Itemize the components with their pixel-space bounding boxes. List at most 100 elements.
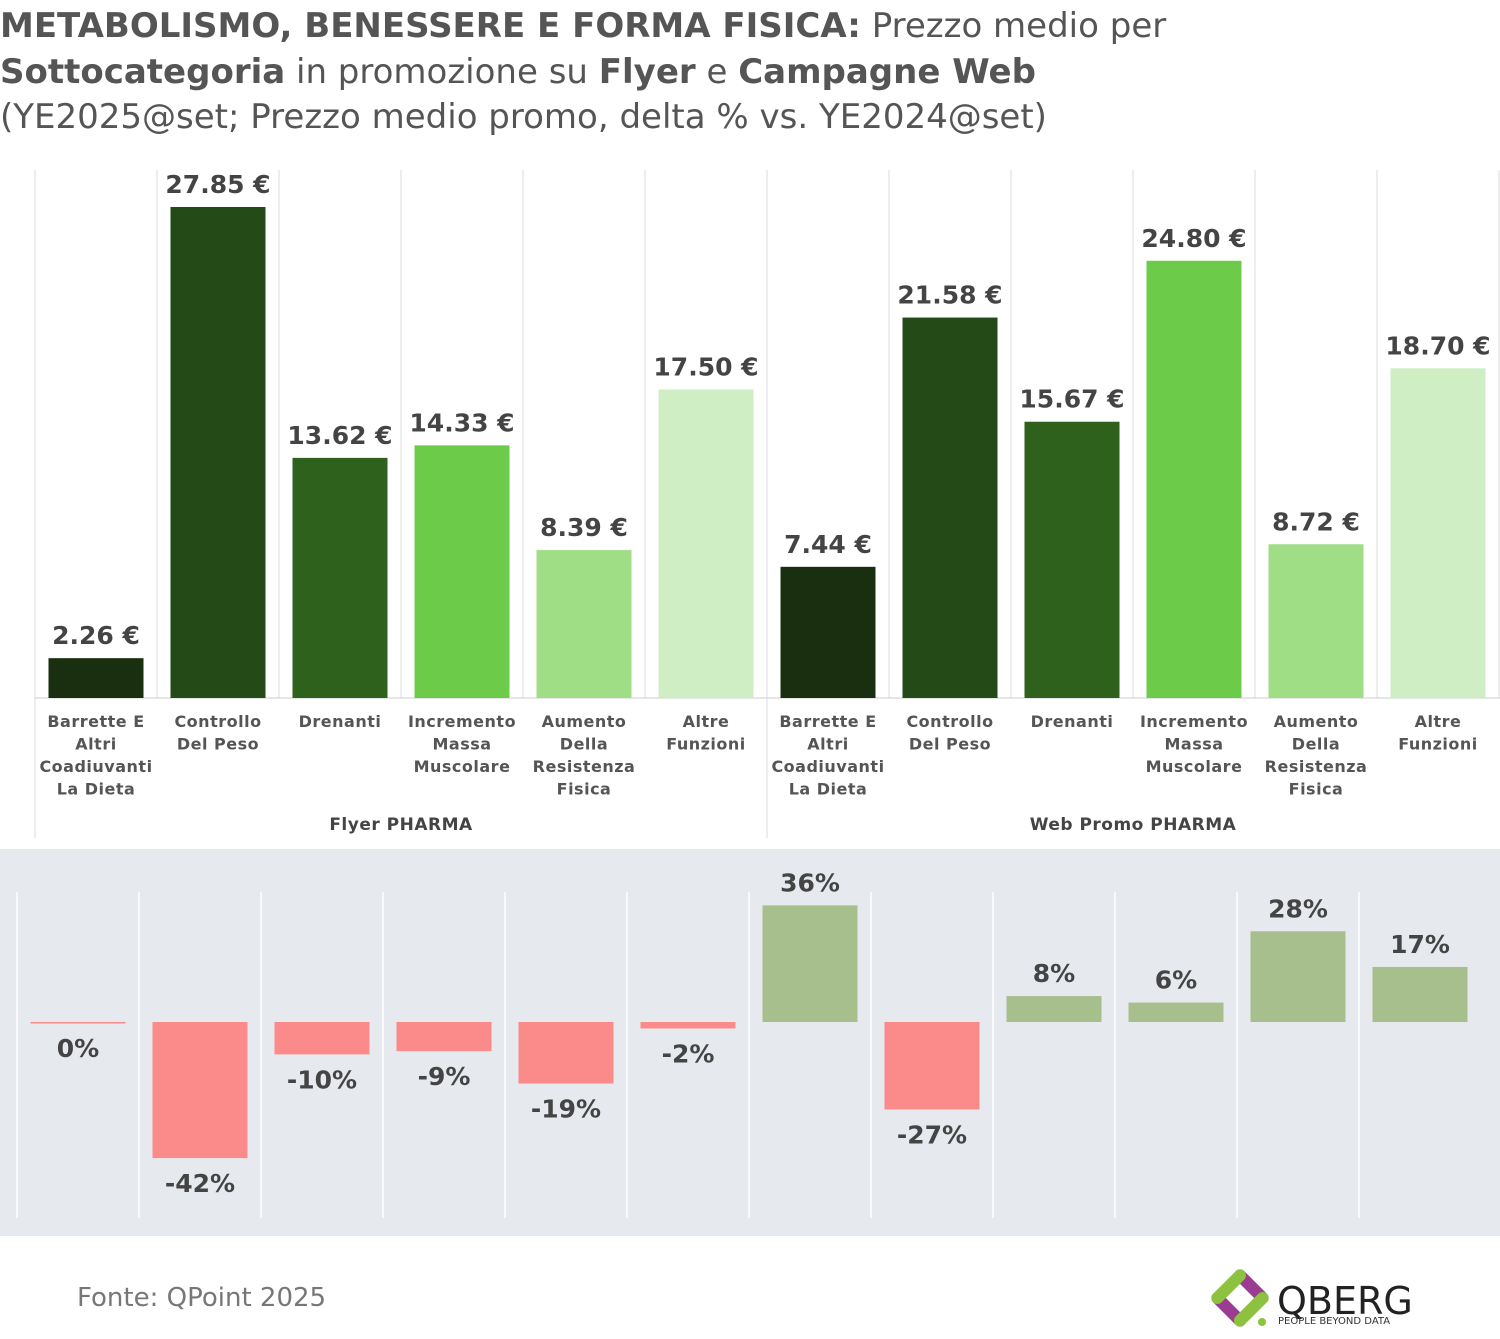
category-label-line: Drenanti [1031,712,1114,731]
delta-bar-negative [152,1022,248,1159]
bar-web-promo-pharma-1 [902,317,998,698]
delta-label: 28% [1268,894,1328,923]
delta-label: 17% [1390,930,1450,959]
category-label-line: Aumento [542,712,627,731]
category-label-line: Altre [683,712,730,731]
category-label: Controllo Del Peso [174,712,261,754]
bar-value-label: 14.33 € [409,408,514,437]
bar-value-label: 21.58 € [897,281,1002,310]
category-label-line: Della [560,735,608,754]
bar-value-label: 8.72 € [1272,507,1360,536]
bar-web-promo-pharma-2 [1024,421,1120,698]
category-label-line: Del Peso [909,735,991,754]
delta-bar-positive [1006,996,1102,1022]
category-label-line: Altri [75,735,116,754]
bar-value-label: 27.85 € [165,170,270,199]
delta-panel [0,849,1500,1236]
delta-bar-negative [884,1022,980,1110]
category-label: Barrette E Altri Coadiuvanti La Dieta [39,712,152,799]
bar-value-label: 17.50 € [653,352,758,381]
bar-web-promo-pharma-5 [1390,368,1486,698]
category-label-line: Coadiuvanti [771,757,884,776]
category-label: Drenanti [299,712,382,731]
bar-value-label: 8.39 € [540,513,628,542]
logo-tagline: PEOPLE BEYOND DATA [1278,1316,1390,1327]
category-label-line: Controllo [906,712,993,731]
bar-web-promo-pharma-3 [1146,260,1242,698]
delta-bar [30,1022,126,1024]
category-label-line: Fisica [1289,780,1344,799]
category-label: Incremento Massa Muscolare [1140,712,1248,776]
category-label-line: Resistenza [1265,757,1368,776]
bar-value-label: 18.70 € [1385,331,1490,360]
qberg-logo: QBERG PEOPLE BEYOND DATA [1211,1269,1413,1327]
title-line-2: Sottocategoria in promozione su Flyer e … [0,52,1036,92]
delta-bar-negative [274,1022,370,1055]
title-line-1: METABOLISMO, BENESSERE E FORMA FISICA: P… [0,6,1166,46]
category-label: Controllo Del Peso [906,712,993,754]
category-label: Incremento Massa Muscolare [408,712,516,776]
category-label-line: Funzioni [1398,735,1478,754]
delta-bar-positive [1372,966,1468,1022]
category-label-line: Del Peso [177,735,259,754]
category-label-line: Massa [1164,735,1223,754]
title-bold: Sottocategoria [0,52,285,92]
bar-web-promo-pharma-4 [1268,544,1364,698]
category-label-line: Della [1292,735,1340,754]
delta-label: -42% [165,1169,235,1198]
bar-value-label: 13.62 € [287,421,392,450]
delta-bar-negative [396,1022,492,1052]
delta-bar-positive [762,905,858,1022]
category-label-line: Fisica [557,780,612,799]
bar-flyer-pharma-1 [170,207,266,698]
delta-bar-positive [1128,1002,1224,1022]
category-label-line: La Dieta [789,780,868,799]
group-label: Web Promo PHARMA [1030,815,1237,835]
group-label: Flyer PHARMA [329,815,473,835]
bar-value-label: 2.26 € [52,621,140,650]
delta-label: -10% [287,1065,357,1094]
logo-name: QBERG [1277,1279,1413,1323]
category-label-line: Controllo [174,712,261,731]
delta-label: -2% [662,1039,715,1068]
bar-flyer-pharma-2 [292,457,388,698]
title-subtitle: (YE2025@set; Prezzo medio promo, delta %… [0,97,1047,137]
delta-label: 8% [1033,959,1075,988]
bar-flyer-pharma-5 [658,389,754,698]
category-label-line: Altri [807,735,848,754]
category-label: Aumento Della Resistenza Fisica [533,712,636,799]
category-label: Drenanti [1031,712,1114,731]
category-label: Barrette E Altri Coadiuvanti La Dieta [771,712,884,799]
category-label-line: Barrette E [47,712,144,731]
category-label: Altre Funzioni [666,712,746,754]
delta-bar-negative [640,1022,736,1029]
delta-label: -27% [897,1120,967,1149]
title-bold: Flyer [599,52,696,92]
category-label-line: Incremento [408,712,516,731]
delta-label: 36% [780,868,840,897]
delta-chart: 0% -42% -10% -9% -19% -2% 36% -27% 8% 6% 28% 17% [16,868,1468,1218]
delta-bar-negative [518,1022,614,1084]
category-label-line: Massa [432,735,491,754]
delta-label: 0% [57,1034,99,1063]
bar-value-label: 7.44 € [784,530,872,559]
source-note: Fonte: QPoint 2025 [77,1283,326,1313]
category-label-line: Altre [1415,712,1462,731]
category-label-line: Coadiuvanti [39,757,152,776]
title-bold: Campagne Web [738,52,1036,92]
bar-value-label: 24.80 € [1141,224,1246,253]
category-label-line: Drenanti [299,712,382,731]
delta-label: -19% [531,1095,601,1124]
category-label-line: Funzioni [666,735,746,754]
delta-bar-positive [1250,931,1346,1022]
title-text: in promozione su [285,52,599,92]
price-chart: 2.26 € Barrette E Altri Coadiuvanti La Dieta… [34,170,1500,838]
delta-label: -9% [418,1062,471,1091]
title-bold: METABOLISMO, BENESSERE E FORMA FISICA: [0,6,861,46]
category-label-line: Aumento [1274,712,1359,731]
bar-flyer-pharma-0 [48,658,144,698]
category-label-line: La Dieta [57,780,136,799]
bar-flyer-pharma-3 [414,445,510,698]
category-label-line: Barrette E [779,712,876,731]
